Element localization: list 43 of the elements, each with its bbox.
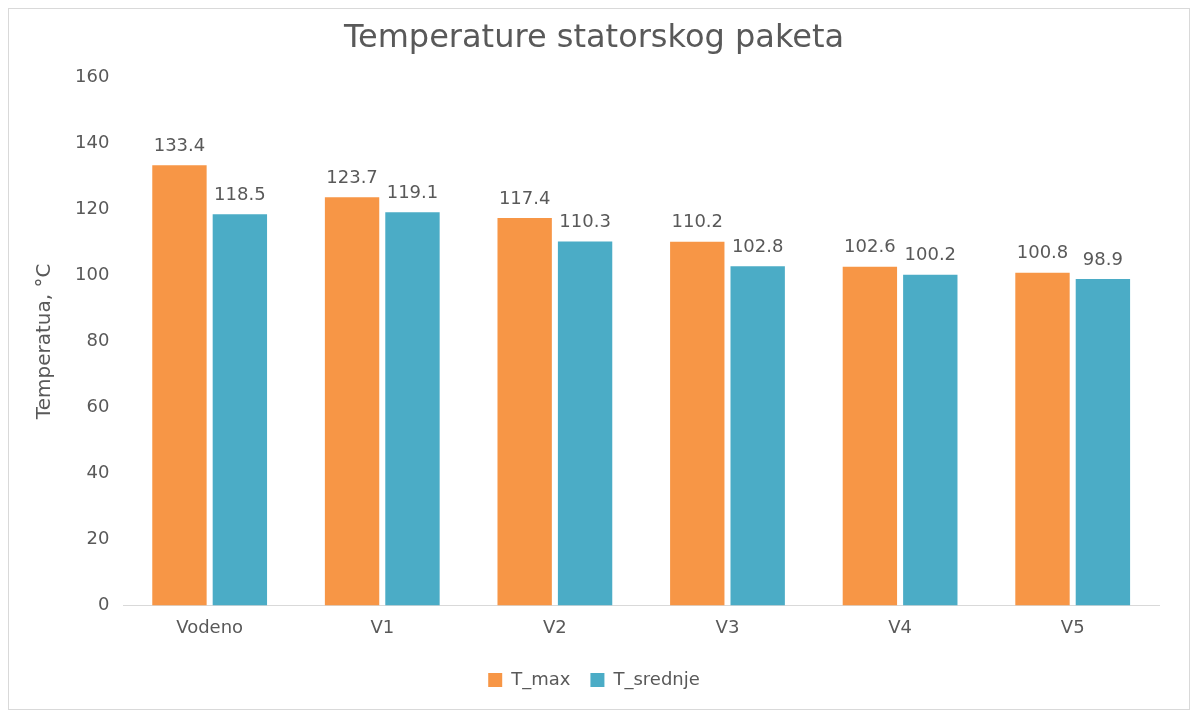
bar <box>1075 279 1131 606</box>
data-label: 102.6 <box>844 235 896 257</box>
bar <box>497 217 552 606</box>
bar <box>557 241 613 606</box>
data-label: 118.5 <box>214 183 266 205</box>
data-label: 100.2 <box>904 243 957 265</box>
bar <box>212 214 268 606</box>
bar <box>385 212 440 606</box>
y-tick-label: 80 <box>86 329 110 351</box>
data-label: 98.9 <box>1082 247 1123 269</box>
legend-label: T_srednje <box>612 667 700 690</box>
y-tick-label: 20 <box>86 527 110 549</box>
x-tick-label: V1 <box>370 615 395 637</box>
data-label: 123.7 <box>326 165 378 187</box>
data-label: 100.8 <box>1016 241 1069 263</box>
data-label: 119.1 <box>386 181 439 203</box>
bar <box>903 274 958 606</box>
data-label: 117.4 <box>498 186 551 208</box>
x-tick-label: V4 <box>888 615 912 637</box>
y-tick-label: 160 <box>75 65 110 87</box>
legend-label: T_max <box>510 667 571 690</box>
x-tick-label: Vodeno <box>176 615 244 637</box>
y-tick-label: 60 <box>86 395 110 417</box>
data-label: 133.4 <box>153 133 206 155</box>
y-axis-title: Temperatua, °C <box>31 263 56 421</box>
bar <box>324 197 380 606</box>
bar <box>152 165 207 606</box>
x-tick-label: V2 <box>542 615 567 637</box>
y-tick-label: 0 <box>97 593 110 615</box>
chart-title: Temperature statorskog paketa <box>342 16 845 55</box>
data-label: 102.8 <box>731 234 784 256</box>
x-tick-label: V5 <box>1060 615 1085 637</box>
y-tick-label: 100 <box>75 263 110 285</box>
data-label: 110.2 <box>671 210 724 232</box>
x-tick-label: V3 <box>715 615 740 637</box>
y-tick-label: 40 <box>86 461 110 483</box>
y-tick-label: 140 <box>75 131 110 153</box>
bar <box>670 241 725 606</box>
data-label: 110.3 <box>559 210 611 232</box>
y-tick-label: 120 <box>75 197 110 219</box>
bar <box>730 266 785 606</box>
bar <box>842 266 898 606</box>
bar <box>1015 272 1070 606</box>
